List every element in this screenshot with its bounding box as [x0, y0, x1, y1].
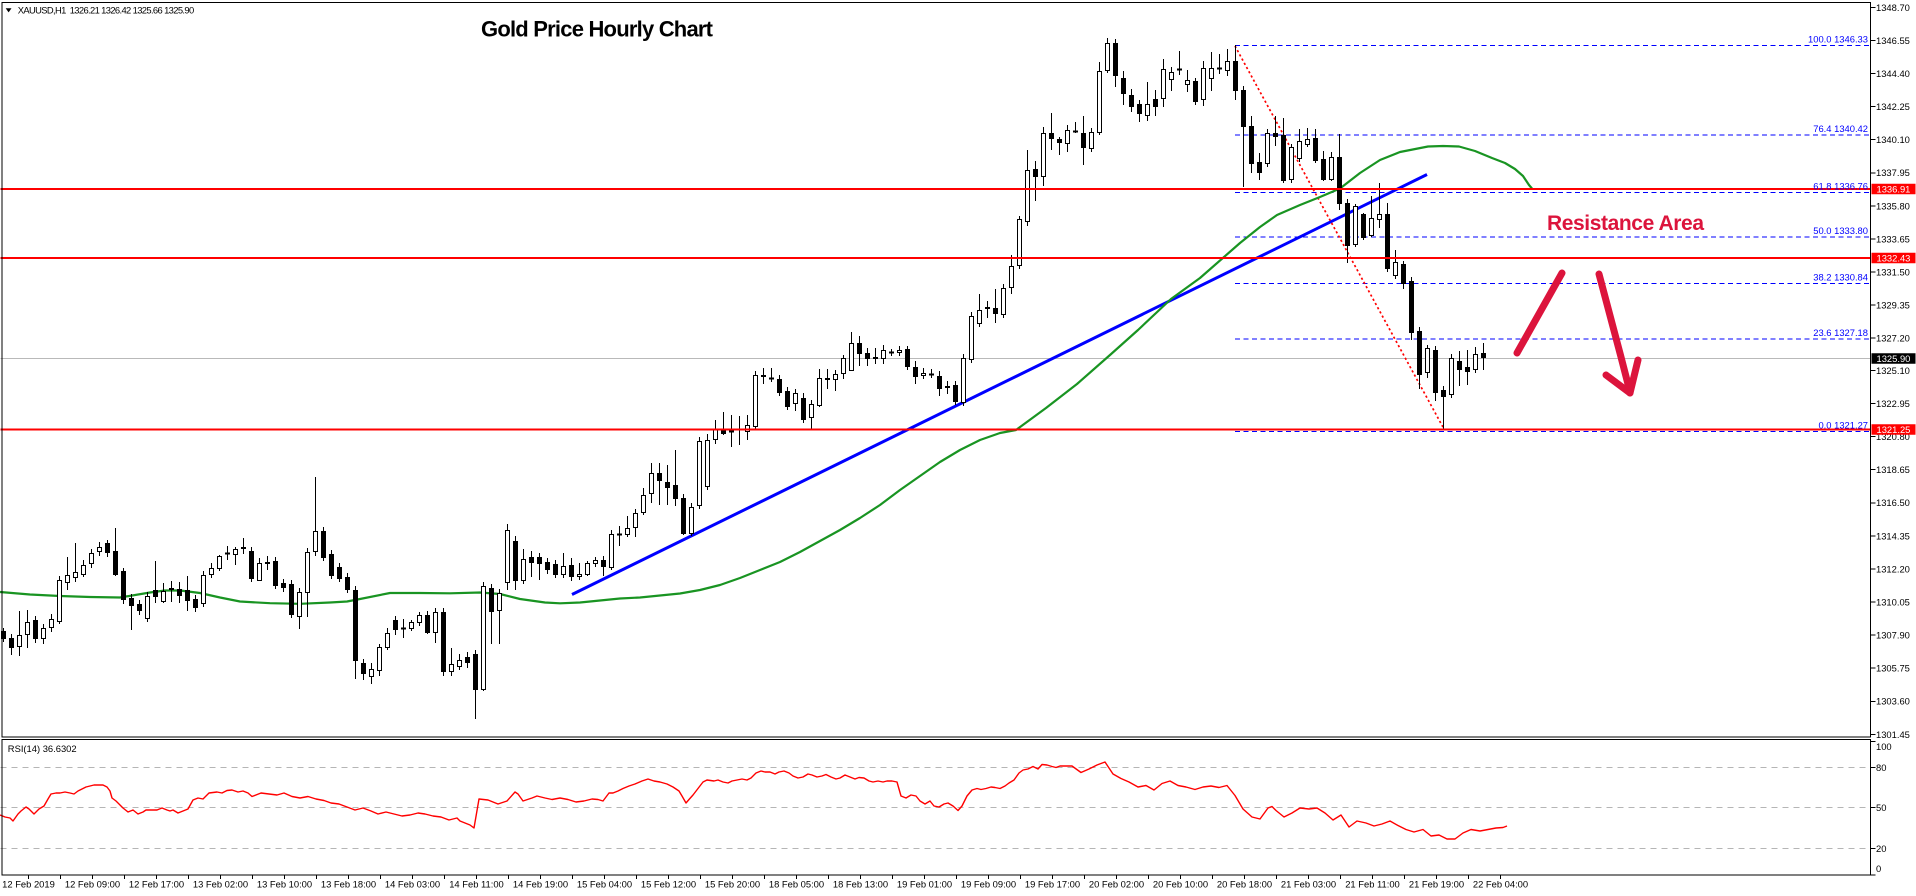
svg-text:18 Feb 05:00: 18 Feb 05:00	[769, 879, 824, 890]
svg-text:1321.25: 1321.25	[1877, 424, 1911, 435]
svg-text:20 Feb 10:00: 20 Feb 10:00	[1153, 879, 1208, 890]
svg-text:1325.90: 1325.90	[1877, 353, 1911, 364]
svg-text:20: 20	[1876, 843, 1886, 854]
svg-text:1332.43: 1332.43	[1877, 252, 1911, 263]
svg-text:1346.55: 1346.55	[1876, 35, 1910, 46]
svg-text:1301.45: 1301.45	[1876, 729, 1910, 740]
svg-text:76.4 1340.42: 76.4 1340.42	[1813, 123, 1868, 134]
svg-text:1335.80: 1335.80	[1876, 200, 1910, 211]
svg-text:23.6 1327.18: 23.6 1327.18	[1813, 327, 1868, 338]
svg-text:19 Feb 09:00: 19 Feb 09:00	[961, 879, 1016, 890]
svg-text:1307.90: 1307.90	[1876, 630, 1910, 641]
svg-text:14 Feb 19:00: 14 Feb 19:00	[513, 879, 568, 890]
svg-text:100.0 1346.33: 100.0 1346.33	[1808, 34, 1868, 45]
svg-text:50.0 1333.80: 50.0 1333.80	[1813, 225, 1868, 236]
svg-text:1333.65: 1333.65	[1876, 233, 1910, 244]
svg-text:1325.10: 1325.10	[1876, 365, 1910, 376]
svg-text:80: 80	[1876, 762, 1886, 773]
svg-text:20 Feb 02:00: 20 Feb 02:00	[1089, 879, 1144, 890]
svg-text:21 Feb 19:00: 21 Feb 19:00	[1409, 879, 1464, 890]
svg-text:1305.75: 1305.75	[1876, 663, 1910, 674]
svg-text:19 Feb 01:00: 19 Feb 01:00	[897, 879, 952, 890]
svg-text:14 Feb 11:00: 14 Feb 11:00	[449, 879, 504, 890]
svg-text:1314.35: 1314.35	[1876, 530, 1910, 541]
svg-text:1318.65: 1318.65	[1876, 464, 1910, 475]
svg-text:15 Feb 12:00: 15 Feb 12:00	[641, 879, 696, 890]
svg-text:1337.95: 1337.95	[1876, 167, 1910, 178]
svg-text:1327.20: 1327.20	[1876, 333, 1910, 344]
svg-text:1312.20: 1312.20	[1876, 563, 1910, 574]
svg-text:13 Feb 18:00: 13 Feb 18:00	[321, 879, 376, 890]
svg-text:1342.25: 1342.25	[1876, 101, 1910, 112]
svg-text:1316.50: 1316.50	[1876, 497, 1910, 508]
svg-text:21 Feb 11:00: 21 Feb 11:00	[1345, 879, 1400, 890]
svg-text:0.0 1321.27: 0.0 1321.27	[1818, 420, 1868, 431]
svg-text:13 Feb 10:00: 13 Feb 10:00	[257, 879, 312, 890]
svg-text:RSI(14) 36.6302: RSI(14) 36.6302	[8, 743, 77, 754]
svg-text:1322.95: 1322.95	[1876, 398, 1910, 409]
svg-text:100: 100	[1876, 741, 1892, 752]
svg-text:15 Feb 20:00: 15 Feb 20:00	[705, 879, 760, 890]
svg-text:1329.35: 1329.35	[1876, 300, 1910, 311]
svg-text:12 Feb 2019: 12 Feb 2019	[2, 879, 55, 890]
svg-text:1303.60: 1303.60	[1876, 696, 1910, 707]
svg-text:12 Feb 09:00: 12 Feb 09:00	[65, 879, 120, 890]
svg-text:38.2 1330.84: 38.2 1330.84	[1813, 272, 1868, 283]
svg-text:20 Feb 18:00: 20 Feb 18:00	[1217, 879, 1272, 890]
svg-text:12 Feb 17:00: 12 Feb 17:00	[129, 879, 184, 890]
svg-text:1344.40: 1344.40	[1876, 68, 1910, 79]
svg-text:1310.05: 1310.05	[1876, 596, 1910, 607]
svg-text:18 Feb 13:00: 18 Feb 13:00	[833, 879, 888, 890]
svg-text:19 Feb 17:00: 19 Feb 17:00	[1025, 879, 1080, 890]
svg-text:1331.50: 1331.50	[1876, 267, 1910, 278]
svg-text:0: 0	[1876, 863, 1881, 874]
svg-text:1320.80: 1320.80	[1876, 431, 1910, 442]
svg-text:50: 50	[1876, 802, 1886, 813]
svg-text:15 Feb 04:00: 15 Feb 04:00	[577, 879, 632, 890]
svg-text:13 Feb 02:00: 13 Feb 02:00	[193, 879, 248, 890]
svg-text:Resistance Area: Resistance Area	[1547, 212, 1704, 235]
svg-text:14 Feb 03:00: 14 Feb 03:00	[385, 879, 440, 890]
svg-text:Gold Price Hourly Chart: Gold Price Hourly Chart	[481, 17, 714, 42]
svg-text:1348.70: 1348.70	[1876, 2, 1910, 13]
svg-text:21 Feb 03:00: 21 Feb 03:00	[1281, 879, 1336, 890]
svg-text:1340.10: 1340.10	[1876, 134, 1910, 145]
svg-text:1336.91: 1336.91	[1877, 183, 1911, 194]
svg-text:XAUUSD,H1 1326.21 1326.42 132: XAUUSD,H1 1326.21 1326.42 1325.66 1325.9…	[18, 5, 194, 16]
svg-text:61.8 1336.76: 61.8 1336.76	[1813, 181, 1868, 192]
svg-text:22 Feb 04:00: 22 Feb 04:00	[1473, 879, 1528, 890]
